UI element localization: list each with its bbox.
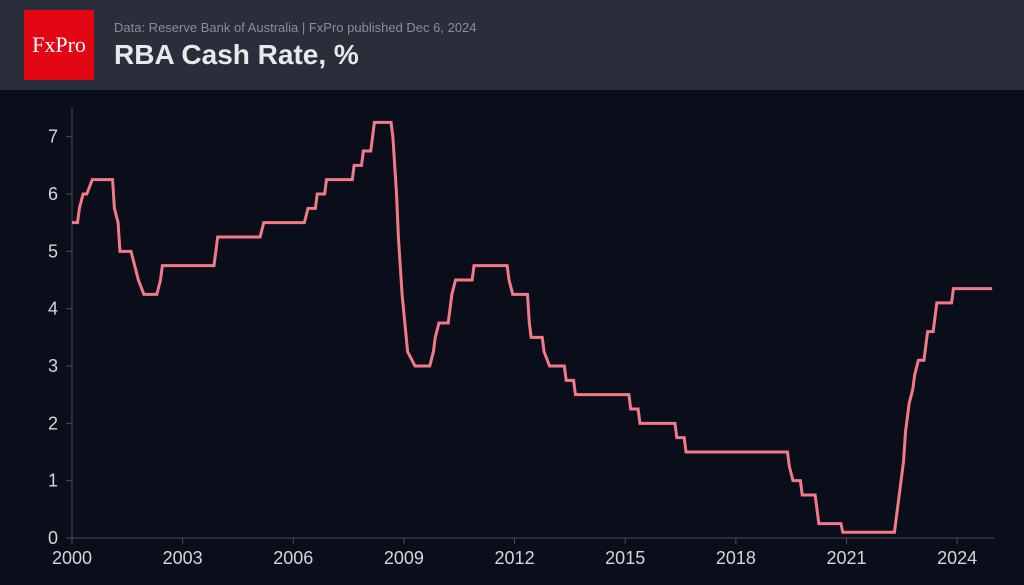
chart-header: FxPro Data: Reserve Bank of Australia | … <box>0 0 1024 90</box>
y-tick-label: 6 <box>48 184 58 204</box>
x-tick-label: 2003 <box>163 548 203 568</box>
y-tick-label: 7 <box>48 127 58 147</box>
x-tick-label: 2000 <box>52 548 92 568</box>
brand-logo: FxPro <box>24 10 94 80</box>
y-tick-label: 2 <box>48 413 58 433</box>
chart-subtitle: Data: Reserve Bank of Australia | FxPro … <box>114 20 477 35</box>
y-tick-label: 1 <box>48 471 58 491</box>
x-tick-label: 2021 <box>826 548 866 568</box>
chart-area: 0 1 2 3 4 5 6 7 2000 2003 2006 2009 2012 2015 2018 2021… <box>0 90 1024 585</box>
chart-svg: 0 1 2 3 4 5 6 7 2000 2003 2006 2009 2012 2015 2018 2021… <box>0 90 1024 585</box>
rate-line <box>72 122 992 532</box>
x-tick-label: 2009 <box>384 548 424 568</box>
x-tick-label: 2018 <box>716 548 756 568</box>
chart-title: RBA Cash Rate, % <box>114 39 477 71</box>
y-tick-label: 5 <box>48 241 58 261</box>
x-tick-label: 2012 <box>495 548 535 568</box>
x-tick-label: 2015 <box>605 548 645 568</box>
brand-logo-text: FxPro <box>32 32 86 58</box>
x-tick-label: 2006 <box>273 548 313 568</box>
y-tick-label: 3 <box>48 356 58 376</box>
y-tick-label: 4 <box>48 299 58 319</box>
header-text-block: Data: Reserve Bank of Australia | FxPro … <box>114 20 477 71</box>
y-tick-label: 0 <box>48 528 58 548</box>
x-tick-label: 2024 <box>937 548 977 568</box>
